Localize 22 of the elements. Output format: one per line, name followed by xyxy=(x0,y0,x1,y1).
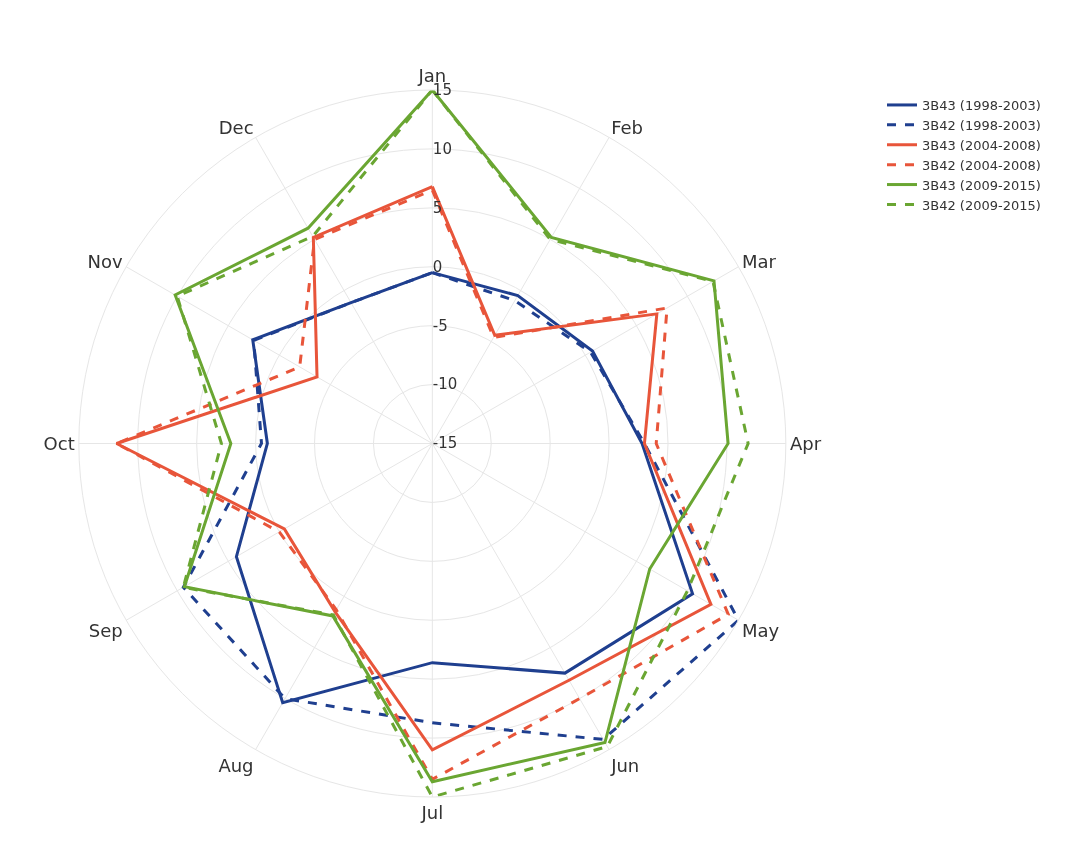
y-tick-label: 0 xyxy=(432,257,443,276)
spoke-label: Oct xyxy=(43,432,75,454)
y-tick-label: -15 xyxy=(432,434,458,453)
spoke-label: Nov xyxy=(87,251,123,273)
y-tick-label: -10 xyxy=(432,375,458,394)
spoke-label: Jul xyxy=(420,802,444,824)
spoke-label: Apr xyxy=(789,432,822,454)
legend-label: 3B43 (2004-2008) xyxy=(922,137,1041,153)
spoke-label: Sep xyxy=(88,619,123,641)
spoke-label: Aug xyxy=(218,754,254,776)
spoke-label: Feb xyxy=(611,116,644,138)
legend-label: 3B42 (1998-2003) xyxy=(922,117,1041,133)
spoke-label: Mar xyxy=(742,251,777,273)
legend-label: 3B42 (2009-2015) xyxy=(922,197,1041,213)
spoke-label: May xyxy=(742,619,780,641)
spoke-label: Dec xyxy=(218,116,254,138)
legend-label: 3B43 (1998-2003) xyxy=(922,98,1041,114)
spoke-label: Jun xyxy=(610,754,640,776)
legend-label: 3B42 (2004-2008) xyxy=(922,157,1041,173)
y-tick-label: -5 xyxy=(432,316,448,335)
legend-label: 3B43 (2009-2015) xyxy=(922,177,1041,193)
y-tick-label: 10 xyxy=(432,139,452,158)
